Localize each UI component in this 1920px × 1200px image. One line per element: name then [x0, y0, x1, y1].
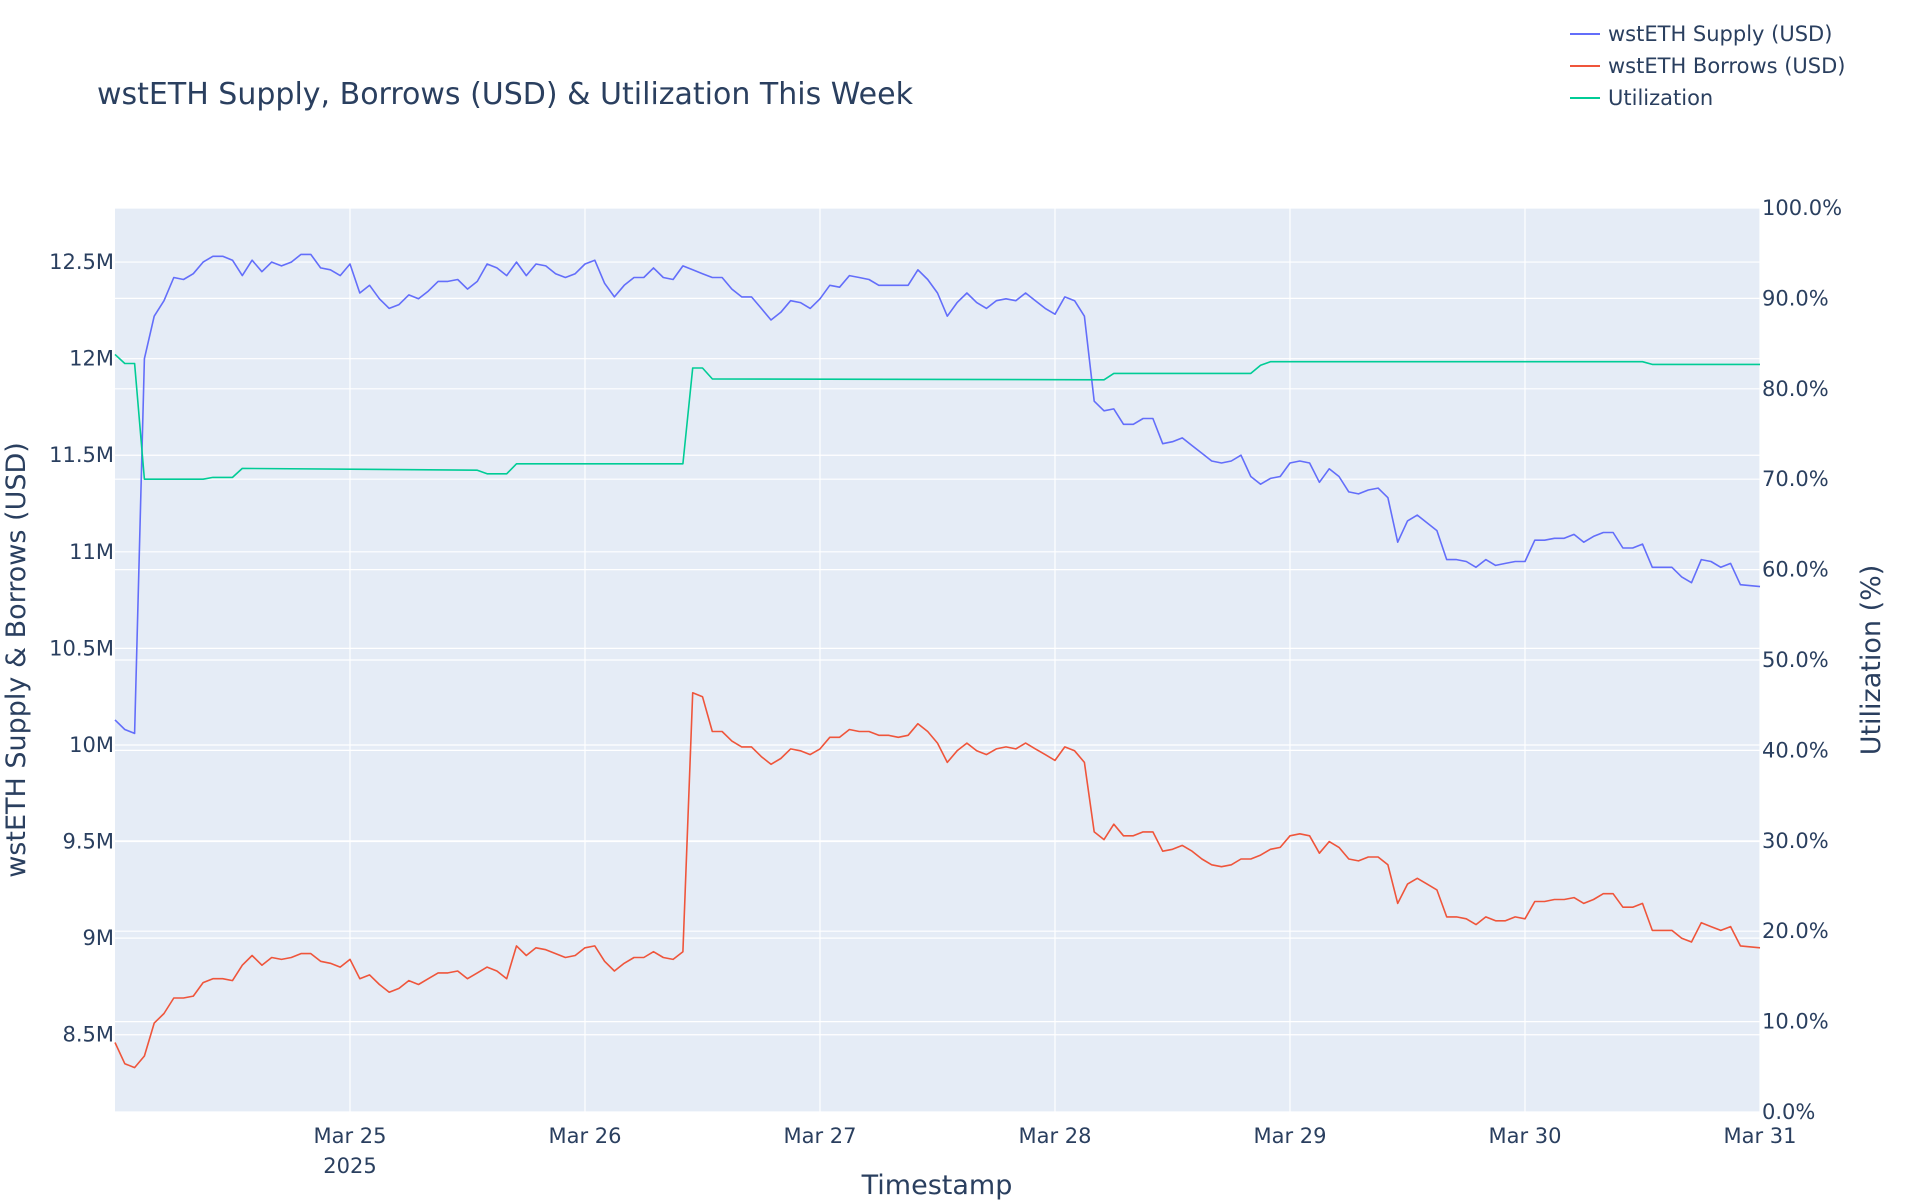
x-tick-label: Mar 27 — [783, 1124, 856, 1148]
y-tick-label: 10M — [69, 733, 114, 757]
x-tick-label: Mar 28 — [1018, 1124, 1091, 1148]
gridlines — [115, 207, 1761, 1113]
x-tick-label: Mar 31 — [1723, 1124, 1796, 1148]
y2-tick-label: 60.0% — [1762, 558, 1829, 582]
y-tick-label: 8.5M — [62, 1023, 114, 1047]
series-line-0 — [114, 253, 1761, 735]
y2-tick-label: 40.0% — [1762, 738, 1829, 762]
y2-tick-label: 50.0% — [1762, 648, 1829, 672]
y-tick-label: 10.5M — [49, 636, 114, 660]
x-tick-sublabel: 2025 — [323, 1154, 376, 1178]
x-tick-label: Mar 29 — [1253, 1124, 1326, 1148]
y2-axis-title: Utilization (%) — [1856, 565, 1887, 756]
series-lines — [114, 253, 1761, 1069]
series-line-1 — [114, 692, 1761, 1069]
y-axis-ticks: 8.5M 9M 9.5M 10M 10.5M 11M 11.5M 12M 12.5M — [49, 250, 114, 1047]
y-axis-title: wstETH Supply & Borrows (USD) — [1, 442, 32, 878]
y-tick-label: 11.5M — [49, 443, 114, 467]
x-axis-title: Timestamp — [861, 1170, 1013, 1200]
chart-title: wstETH Supply, Borrows (USD) & Utilizati… — [97, 77, 914, 112]
legend-label-0: wstETH Supply (USD) — [1608, 22, 1832, 46]
y-tick-label: 12M — [69, 347, 114, 371]
legend-label-2: Utilization — [1608, 86, 1713, 110]
y2-tick-label: 70.0% — [1762, 467, 1829, 491]
x-tick-label: Mar 25 — [313, 1124, 386, 1148]
series-line-2 — [114, 353, 1760, 480]
legend-label-1: wstETH Borrows (USD) — [1608, 54, 1846, 78]
y-tick-label: 9M — [83, 926, 114, 950]
y-tick-label: 12.5M — [49, 250, 114, 274]
legend: wstETH Supply (USD) wstETH Borrows (USD) U… — [1570, 22, 1846, 110]
y2-tick-label: 90.0% — [1762, 286, 1829, 310]
x-tick-label: Mar 30 — [1488, 1124, 1561, 1148]
y2-tick-label: 10.0% — [1762, 1010, 1829, 1034]
y2-tick-label: 0.0% — [1762, 1100, 1815, 1124]
y2-axis-ticks: 0.0% 10.0% 20.0% 30.0% 40.0% 50.0% 60.0% 70.0% 8… — [1762, 196, 1842, 1124]
x-tick-label: Mar 26 — [548, 1124, 621, 1148]
y2-tick-label: 80.0% — [1762, 377, 1829, 401]
y2-tick-label: 20.0% — [1762, 919, 1829, 943]
y-tick-label: 11M — [69, 540, 114, 564]
x-axis-ticks: Mar 25 2025 Mar 26 Mar 27 Mar 28 Mar 29 Mar 30… — [313, 1124, 1796, 1178]
y2-tick-label: 30.0% — [1762, 829, 1829, 853]
y-tick-label: 9.5M — [62, 830, 114, 854]
y2-tick-label: 100.0% — [1762, 196, 1842, 220]
